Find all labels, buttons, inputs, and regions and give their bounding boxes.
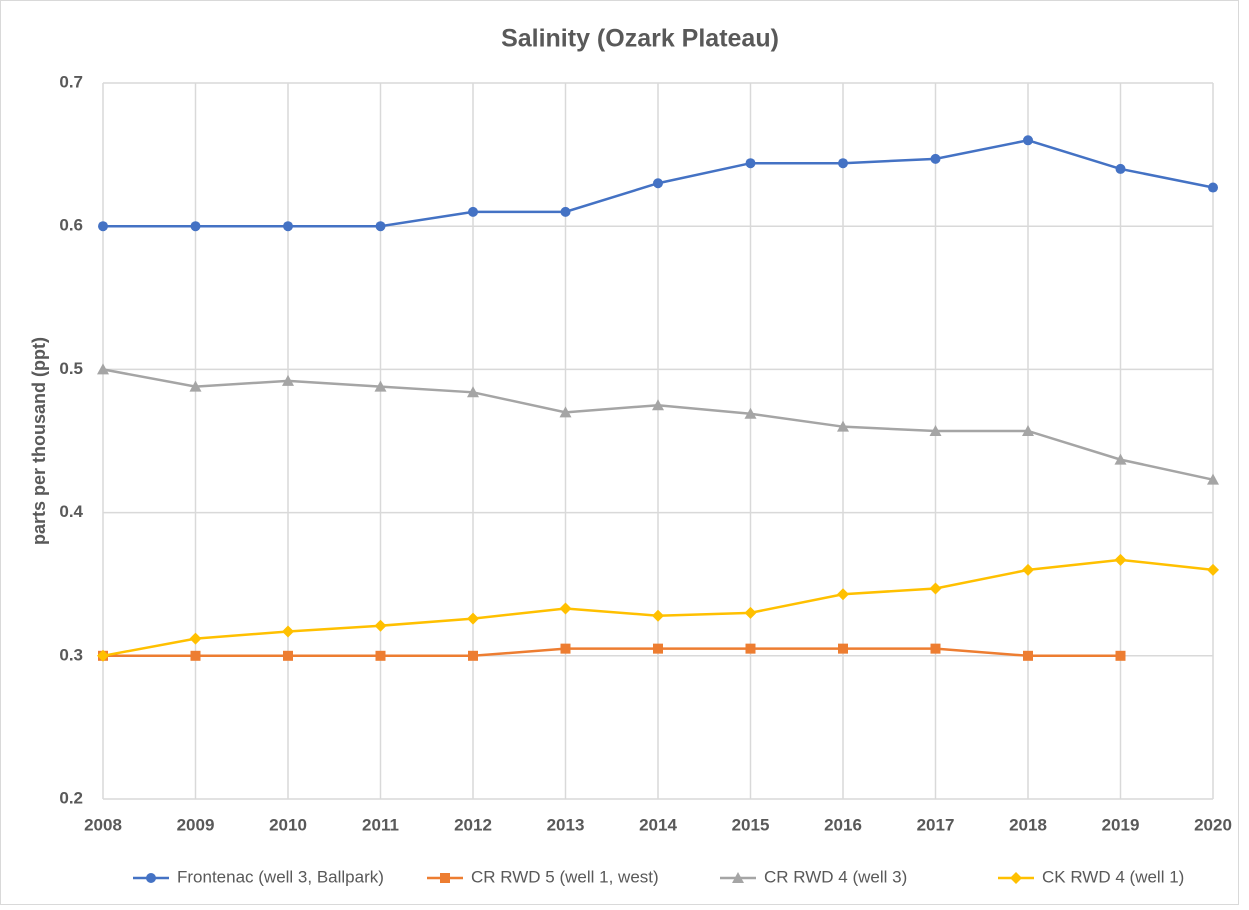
marker (653, 178, 663, 189)
marker (1022, 563, 1034, 576)
x-tick-label: 2019 (1102, 815, 1140, 834)
y-tick-label: 0.4 (59, 502, 83, 521)
marker (146, 873, 156, 883)
series-line (103, 647, 1121, 658)
x-tick-label: 2017 (917, 815, 955, 834)
x-tick-label: 2011 (362, 815, 399, 834)
marker (744, 407, 757, 419)
x-tick-label: 2018 (1009, 815, 1047, 834)
marker (559, 406, 572, 418)
y-tick-label: 0.7 (59, 72, 83, 91)
marker (1023, 650, 1033, 661)
marker (98, 221, 108, 232)
x-tick-label: 2010 (269, 815, 307, 834)
x-tick-label: 2020 (1194, 815, 1232, 834)
legend-label: CR RWD 5 (well 1, west) (471, 867, 659, 886)
marker (652, 609, 664, 622)
marker (282, 374, 294, 386)
y-tick-label: 0.2 (59, 788, 83, 807)
marker (468, 206, 478, 217)
marker (745, 643, 756, 654)
marker (1022, 424, 1034, 436)
legend-label: CR RWD 4 (well 3) (764, 867, 907, 886)
x-tick-label: 2013 (547, 815, 585, 834)
marker (468, 650, 478, 661)
marker (282, 625, 294, 638)
y-tick-label: 0.5 (59, 359, 83, 378)
x-tick-label: 2012 (454, 815, 492, 834)
marker (1114, 453, 1127, 465)
marker (732, 872, 744, 883)
y-tick-label: 0.3 (59, 645, 83, 664)
marker (375, 650, 386, 661)
x-tick-label: 2015 (732, 815, 770, 834)
marker (744, 606, 757, 619)
chart-title: Salinity (Ozark Plateau) (501, 25, 779, 53)
marker (560, 643, 571, 654)
legend-label: CK RWD 4 (well 1) (1042, 867, 1184, 886)
marker (838, 158, 848, 169)
marker (283, 650, 293, 661)
marker (745, 158, 756, 169)
marker (1207, 473, 1219, 485)
marker (653, 643, 663, 654)
marker (189, 380, 202, 392)
marker (1023, 135, 1033, 146)
marker (652, 399, 664, 411)
marker (374, 619, 387, 632)
marker (374, 380, 387, 392)
marker (1115, 163, 1126, 174)
y-axis-label: parts per thousand (ppt) (29, 337, 49, 545)
marker (838, 643, 848, 654)
y-tick-label: 0.6 (59, 216, 83, 235)
x-tick-label: 2008 (84, 815, 122, 834)
marker (929, 582, 942, 595)
marker (560, 206, 571, 217)
marker (559, 602, 572, 615)
marker (97, 363, 109, 375)
x-tick-label: 2009 (177, 815, 215, 834)
marker (930, 643, 941, 654)
marker (1208, 182, 1218, 193)
marker (1010, 872, 1022, 884)
marker (283, 221, 293, 232)
marker (929, 424, 942, 436)
marker (375, 221, 386, 232)
marker (467, 612, 479, 625)
x-tick-label: 2014 (639, 815, 677, 834)
marker (837, 588, 849, 601)
marker (1114, 553, 1127, 566)
marker (97, 649, 109, 662)
marker (1207, 563, 1219, 576)
marker (1115, 650, 1126, 661)
marker (190, 650, 201, 661)
marker (467, 386, 479, 398)
marker (837, 420, 849, 432)
x-tick-label: 2016 (824, 815, 862, 834)
legend-label: Frontenac (well 3, Ballpark) (177, 867, 384, 886)
marker (930, 153, 941, 164)
marker (190, 221, 201, 232)
marker (189, 632, 202, 645)
marker (440, 873, 450, 883)
